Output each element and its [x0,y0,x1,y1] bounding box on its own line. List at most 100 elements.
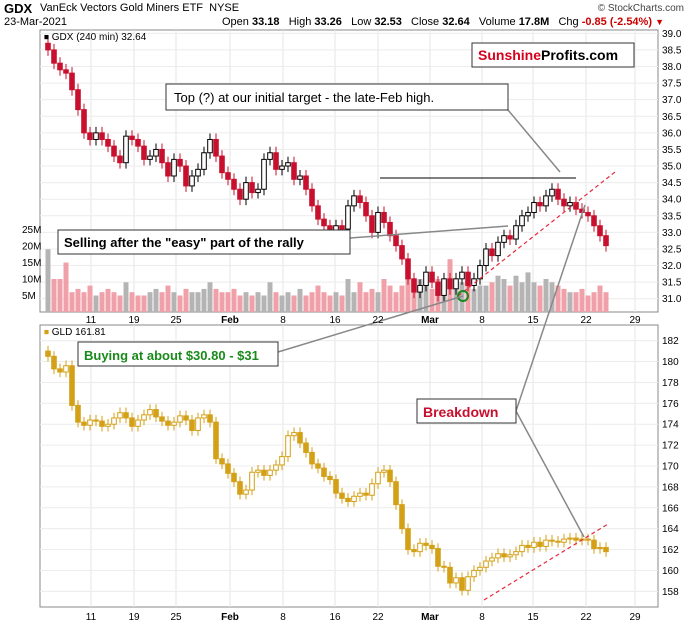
fund-name: VanEck Vectors Gold Miners ETF NYSE [40,2,239,14]
gdx-candle-body [51,49,57,64]
gld-candle-body [411,549,417,553]
gdx-candle-body [75,89,81,111]
chg-down-arrow-icon: ▼ [655,17,664,27]
volume-bar [573,292,579,312]
gdx-candle-body [459,271,465,280]
gdx-candle-body [87,132,93,140]
gdx-y-tick-label: 33.5 [662,211,682,222]
gld-candle-body [309,451,315,465]
fund-full-name: VanEck Vectors Gold Miners ETF [40,2,204,14]
gld-candle-body [417,542,423,553]
volume-bar [189,292,195,312]
gdx-candle-body [105,138,111,147]
gld-candle-body [531,541,537,548]
volume-bar [489,282,495,312]
volume-bar [351,292,357,312]
gld-candle-body [195,417,201,431]
gld-candle-body [285,435,291,458]
gld-candle-body [405,528,411,551]
exchange-name: NYSE [209,2,240,14]
gld-candle-body [357,492,363,497]
gld-candle-body [567,537,573,540]
gld-candle-body [45,350,51,357]
gld-candle-body [75,404,81,423]
volume-bar [315,285,321,312]
volume-bar [429,288,435,312]
top-pointer [507,109,561,173]
gdx-candle-body [519,215,525,227]
gdx-candle-body [117,155,123,164]
gld-x-tick-label: Feb [221,612,239,623]
volume-bar [213,288,219,312]
volume-bar [357,282,363,312]
gld-y-tick-label: 174 [662,420,679,431]
open-value: 33.18 [251,16,280,28]
gld-candle-body [201,414,207,419]
volume-bar [333,292,339,312]
gld-candle-body [315,463,321,469]
volume-bar [105,288,111,312]
gdx-candle-body [531,202,537,213]
gdx-candle-body [207,138,213,154]
annotation-buying: Buying at about $30.80 - $31 [84,348,259,363]
gdx-x-tick-label: 19 [128,315,140,326]
volume-bar [243,292,249,312]
gld-candle-body [57,368,63,373]
gld-candle-body [603,546,609,553]
gdx-candle-body [255,188,261,194]
volume-bar [561,288,567,312]
volume-bar [285,292,291,312]
volume-bar [483,285,489,312]
volume-bar [327,295,333,312]
volume-bar [291,295,297,312]
volume-bar [297,288,303,312]
gdx-candle-body [273,152,279,170]
gdx-candle-body [381,211,387,223]
gld-candle-body [441,565,447,568]
gdx-candle-body [411,278,417,293]
gld-legend-value: 161.81 [75,327,106,338]
chart-header: GDX VanEck Vectors Gold Miners ETF NYSE … [0,0,700,30]
gdx-candle-body [561,198,567,207]
gld-candle-body [453,577,459,584]
gdx-y-tick-label: 35.0 [662,162,682,173]
gdx-y-tick-label: 36.0 [662,128,682,139]
breakdown-pointer-gdx [515,204,586,412]
volume-bar [405,269,411,312]
ticker-symbol: GDX [4,1,33,16]
gdx-legend-name: GDX (240 min) [52,32,119,43]
volume-bar [63,262,69,312]
gld-x-tick-label: 8 [280,612,286,623]
gld-candle-body [507,554,513,558]
gdx-x-tick-label: 25 [170,315,182,326]
open-label: Open [222,16,249,28]
gld-candle-body [141,414,147,421]
gdx-candle-body [591,215,597,227]
volume-bar [207,282,213,312]
volume-bar [135,295,141,312]
gdx-y-tick-label: 34.0 [662,195,682,206]
volume-bar [519,282,525,312]
gdx-candle-body [501,235,507,243]
gld-candle-body [321,467,327,477]
chg-value: -0.85 (-2.54%) [581,16,652,28]
gdx-x-tick-label: Mar [421,315,439,326]
gld-candle-body [237,481,243,495]
gdx-candle-body [507,235,513,240]
gdx-candle-body [189,175,195,187]
gdx-legend: ⏹ GDX (240 min) 32.64 [44,32,147,43]
gld-candle-body [465,576,471,591]
gld-candle-body [549,539,555,542]
volume-bar [45,249,51,312]
gdx-candle-body [597,225,603,237]
gld-candle-body [147,409,153,416]
gld-x-tick-label: 8 [479,612,485,623]
gdx-x-tick-label: 16 [329,315,341,326]
gld-candle-body [495,553,501,559]
gld-candle-body [153,409,159,418]
volume-bar [507,285,513,312]
logo-box [471,42,635,68]
volume-bar [501,279,507,312]
gdx-candle-body [567,202,573,207]
gld-candle-body [435,548,441,567]
